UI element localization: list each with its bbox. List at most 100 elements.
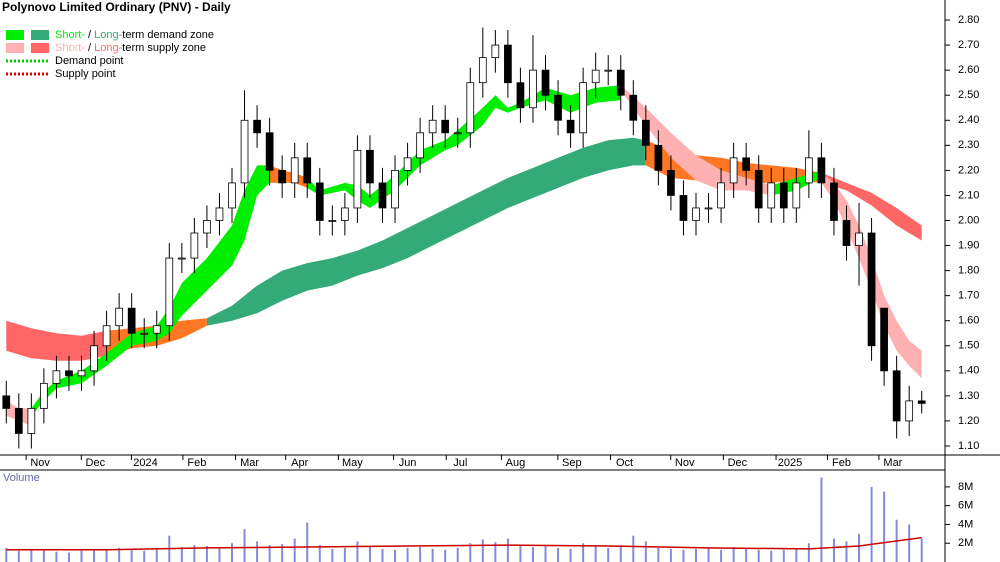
volume-bar <box>607 547 610 562</box>
candle-body <box>52 370 61 384</box>
volume-bar <box>105 548 108 562</box>
volume-bar <box>268 545 271 562</box>
x-tick-label: Apr <box>291 457 308 469</box>
candle-body <box>616 69 625 96</box>
y-tick-label: 1.50 <box>958 340 979 352</box>
candle-body <box>328 220 337 222</box>
volume-bar <box>130 549 133 562</box>
y-tick-label: 1.10 <box>958 440 979 452</box>
chart-title: Polynovo Limited Ordinary (PNV) - Daily <box>2 0 231 14</box>
volume-bar <box>281 544 284 562</box>
candle-body <box>641 119 650 146</box>
volume-bar <box>557 547 560 562</box>
volume-panel <box>5 477 923 562</box>
v-tick-label: 6M <box>958 500 973 512</box>
zone-band <box>206 137 646 326</box>
x-tick-label: Mar <box>883 457 902 469</box>
volume-bar <box>732 546 735 562</box>
volume-bar <box>757 549 760 562</box>
volume-bar <box>256 541 259 562</box>
volume-bar <box>920 538 923 562</box>
legend-swatch <box>6 30 24 40</box>
candle-body <box>478 57 487 84</box>
legend-swatch <box>31 43 49 53</box>
volume-bar <box>745 548 748 562</box>
candle-body <box>892 370 901 422</box>
x-tick-label: Feb <box>187 457 206 469</box>
candle-body <box>127 307 136 334</box>
candle-body <box>767 182 776 209</box>
volume-bar <box>519 545 522 562</box>
y-tick-label: 2.30 <box>958 139 979 151</box>
candle-body <box>140 332 149 335</box>
volume-bar <box>406 547 409 562</box>
candle-body <box>366 149 374 184</box>
x-tick-label: Dec <box>728 457 748 469</box>
volume-bar <box>293 538 296 562</box>
volume-bar <box>707 547 710 562</box>
candle-body <box>742 157 751 171</box>
x-tick-label: Sep <box>562 457 582 469</box>
volume-bar <box>870 486 873 562</box>
legend-text-part: / <box>85 29 94 41</box>
y-tick-label: 2.60 <box>958 64 979 76</box>
volume-bar <box>832 538 835 562</box>
candle-body <box>14 407 23 434</box>
candle-body <box>679 195 688 221</box>
volume-bar <box>569 548 572 562</box>
candle-body <box>165 257 174 327</box>
candles <box>2 27 926 449</box>
volume-bar <box>205 546 208 562</box>
candle-body <box>491 44 500 59</box>
volume-bar <box>394 549 397 562</box>
candle-body <box>905 400 914 422</box>
volume-bar <box>908 524 911 562</box>
candle-body <box>240 119 249 184</box>
volume-bar <box>619 545 622 562</box>
volume-bar <box>17 550 20 562</box>
candle-body <box>754 169 763 209</box>
candle-body <box>554 94 562 121</box>
volume-ma-line <box>6 536 922 551</box>
legend-text-part: / <box>85 42 94 54</box>
candle-body <box>792 182 801 209</box>
candle-body <box>253 119 261 134</box>
candle-body <box>177 257 186 260</box>
candle-body <box>729 157 738 184</box>
volume-bar <box>55 551 58 562</box>
volume-bar <box>582 543 585 562</box>
candle-body <box>203 220 211 234</box>
candle-body <box>805 157 813 184</box>
candle-body <box>867 232 876 347</box>
volume-bar <box>231 543 233 562</box>
volume-bar <box>431 548 434 562</box>
volume-bar <box>444 549 447 562</box>
candle-body <box>40 382 48 409</box>
volume-bar <box>858 533 861 562</box>
candle-body <box>115 307 123 327</box>
volume-bar <box>456 547 459 562</box>
y-tick-label: 2.00 <box>958 214 979 226</box>
candle-body <box>466 82 475 134</box>
candle-body <box>152 325 161 334</box>
x-tick-label: Nov <box>675 457 695 469</box>
v-tick-label: 8M <box>958 481 973 493</box>
volume-bar <box>531 546 534 562</box>
zone-band <box>821 172 922 241</box>
volume-bar <box>720 549 723 562</box>
volume-bar <box>30 548 33 562</box>
candle-body <box>228 182 236 209</box>
legend-label: Short- / Long-term demand zone <box>55 29 214 41</box>
volume-bar <box>795 548 798 562</box>
volume-bar <box>42 549 45 562</box>
candle-body <box>453 132 462 135</box>
candle-body <box>90 345 98 372</box>
volume-bar <box>306 522 309 562</box>
volume-bar <box>331 548 334 562</box>
y-tick-label: 2.10 <box>958 189 979 201</box>
legend-swatch <box>31 30 49 40</box>
volume-bar <box>494 542 497 562</box>
x-tick-label: Dec <box>86 457 106 469</box>
